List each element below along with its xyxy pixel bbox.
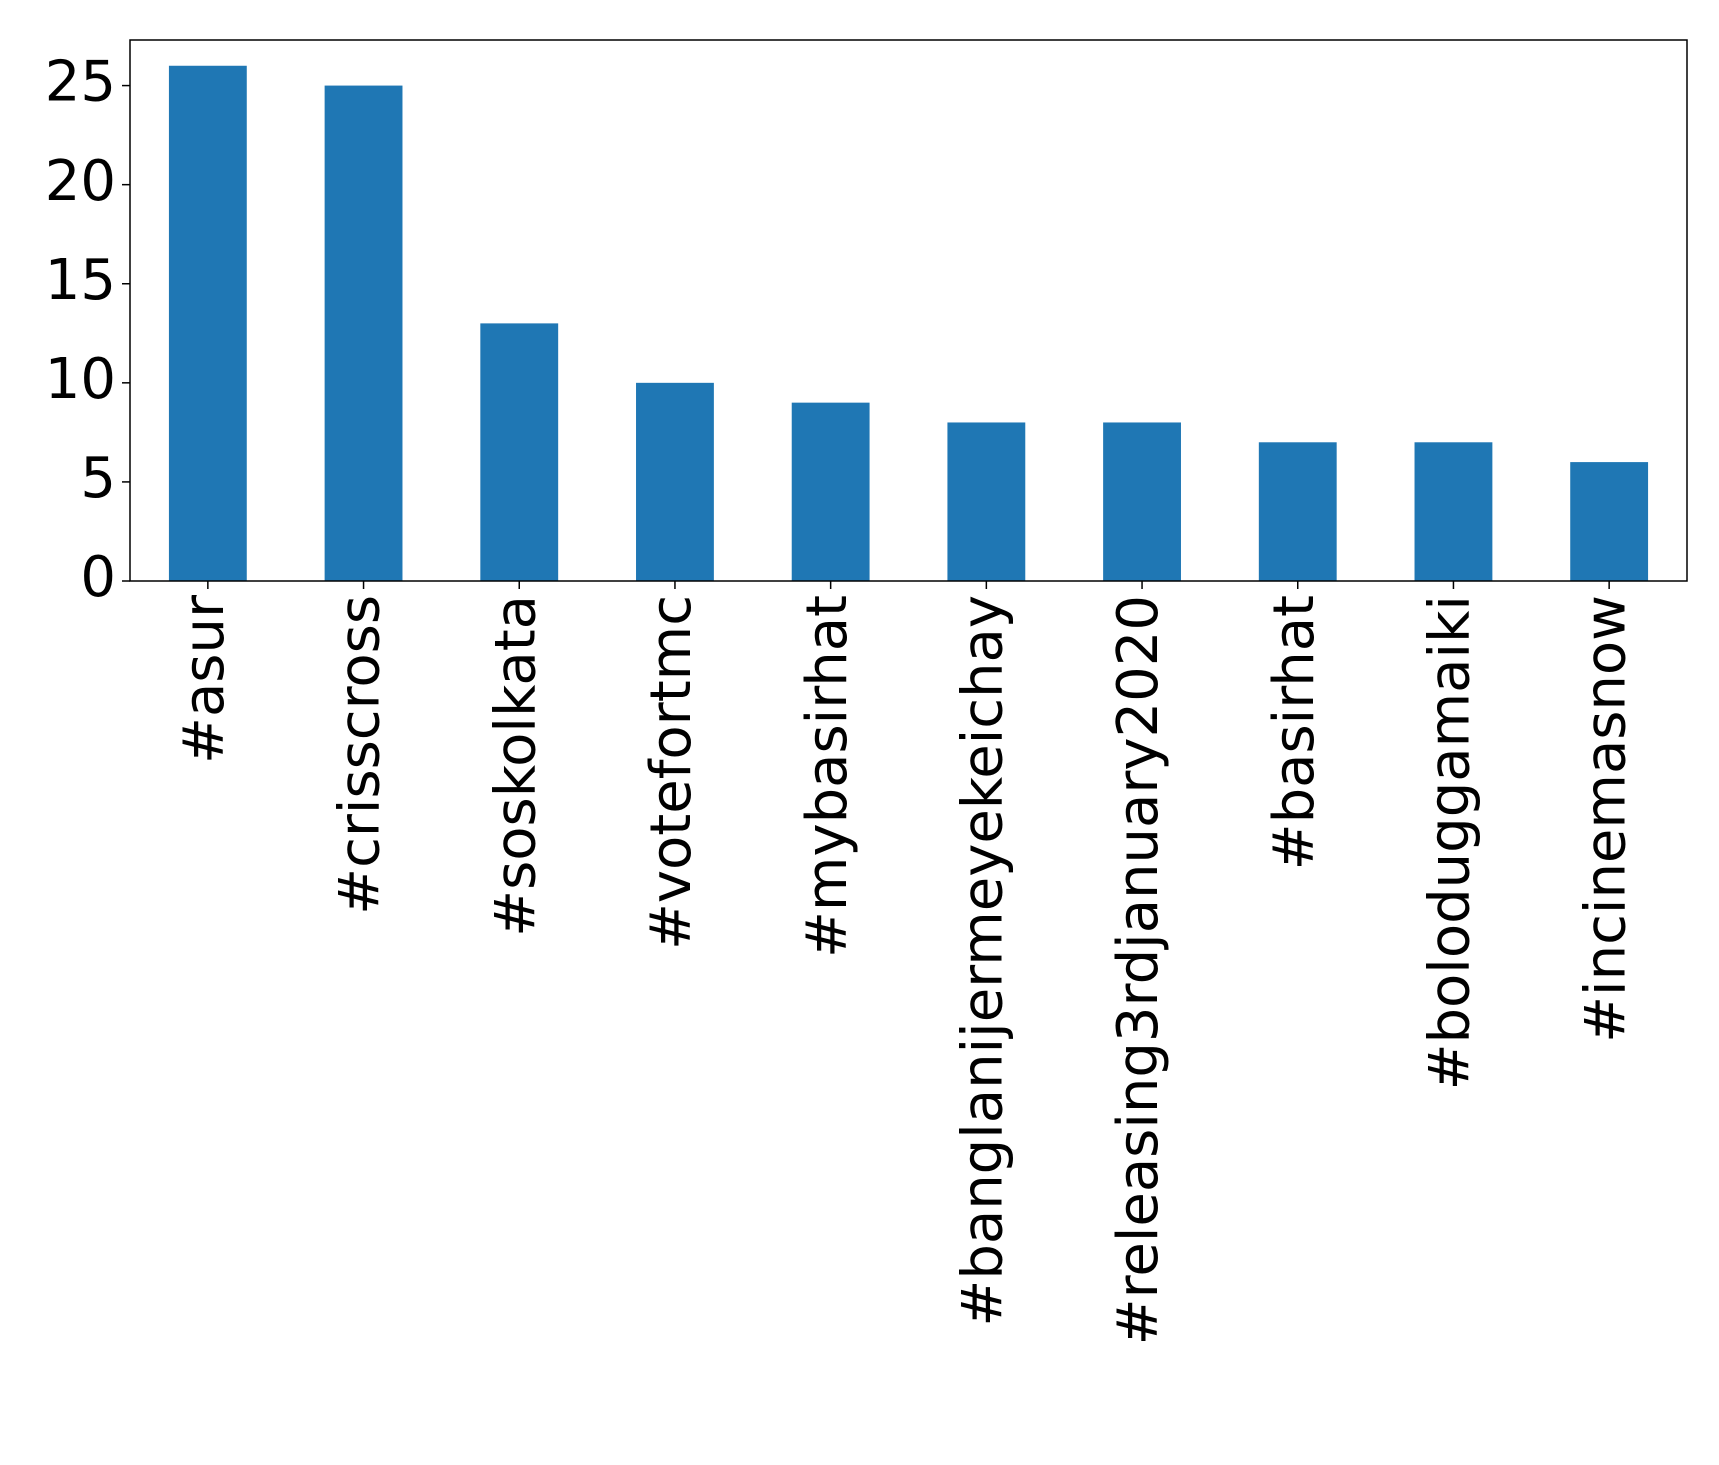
x-tick-label: #soskolkata	[483, 595, 548, 937]
bar	[791, 402, 870, 581]
x-tick-label: #mybasirhat	[795, 595, 860, 958]
x-tick-label: #boloduggamaiki	[1418, 595, 1483, 1090]
plot-frame	[129, 39, 1688, 582]
bar	[480, 323, 559, 581]
x-tick-label: #releasing3rdjanuary2020	[1106, 595, 1171, 1345]
x-tick-label: #basirhat	[1262, 595, 1327, 870]
y-tick-label: 5	[80, 446, 116, 511]
x-tick-label: #votefortmc	[639, 595, 704, 950]
bar	[324, 85, 403, 581]
x-tick-label: #asur	[172, 594, 237, 764]
y-tick-label: 25	[45, 50, 116, 115]
bar	[1414, 442, 1493, 581]
x-tick-label: #crisscross	[328, 595, 393, 915]
bar	[1570, 462, 1649, 581]
bar	[636, 382, 714, 581]
y-tick-label: 0	[80, 545, 116, 610]
bar	[1258, 442, 1337, 581]
x-tick-label: #banglanijermeyekeichay	[950, 595, 1015, 1327]
bar	[168, 65, 247, 581]
y-tick-label: 15	[45, 248, 116, 313]
bar	[1103, 422, 1181, 581]
bar	[947, 422, 1026, 581]
y-tick-label: 20	[45, 149, 116, 214]
y-tick-label: 10	[45, 347, 116, 412]
x-tick-label: #incinemasnow	[1573, 595, 1638, 1043]
